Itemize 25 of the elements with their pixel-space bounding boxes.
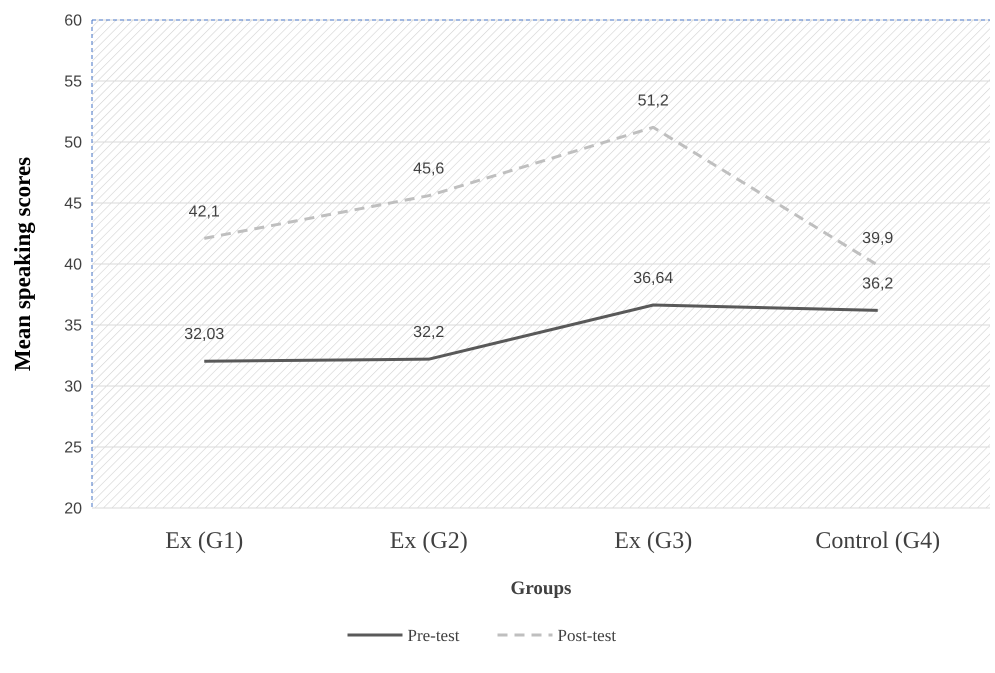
data-label: 32,03 xyxy=(184,326,224,344)
x-axis-title: Groups xyxy=(510,578,572,599)
data-label: 39,9 xyxy=(862,230,894,248)
y-tick-label: 50 xyxy=(64,134,82,152)
legend-label: Post-test xyxy=(558,626,616,645)
y-tick-label: 40 xyxy=(64,256,82,274)
y-tick-label: 55 xyxy=(64,74,82,91)
y-tick-label: 45 xyxy=(64,196,82,213)
data-label: 36,64 xyxy=(633,270,674,287)
data-label: 51,2 xyxy=(638,92,669,110)
x-tick-label: Control (G4) xyxy=(815,528,940,554)
legend-label: Pre-test xyxy=(408,626,460,645)
data-label: 36,2 xyxy=(862,275,894,292)
x-tick-label: Ex (G1) xyxy=(165,528,244,554)
x-tick-label: Ex (G2) xyxy=(390,528,468,554)
y-tick-label: 20 xyxy=(64,500,82,518)
y-tick-label: 30 xyxy=(64,378,82,396)
x-tick-label: Ex (G3) xyxy=(614,528,692,554)
y-tick-label: 60 xyxy=(64,12,82,30)
y-axis-title: Mean speaking scores xyxy=(10,156,36,372)
data-label: 32,2 xyxy=(413,324,444,342)
y-tick-label: 25 xyxy=(64,440,82,457)
y-tick-label: 35 xyxy=(64,318,82,335)
data-label: 42,1 xyxy=(188,203,220,220)
data-label: 45,6 xyxy=(413,160,444,178)
